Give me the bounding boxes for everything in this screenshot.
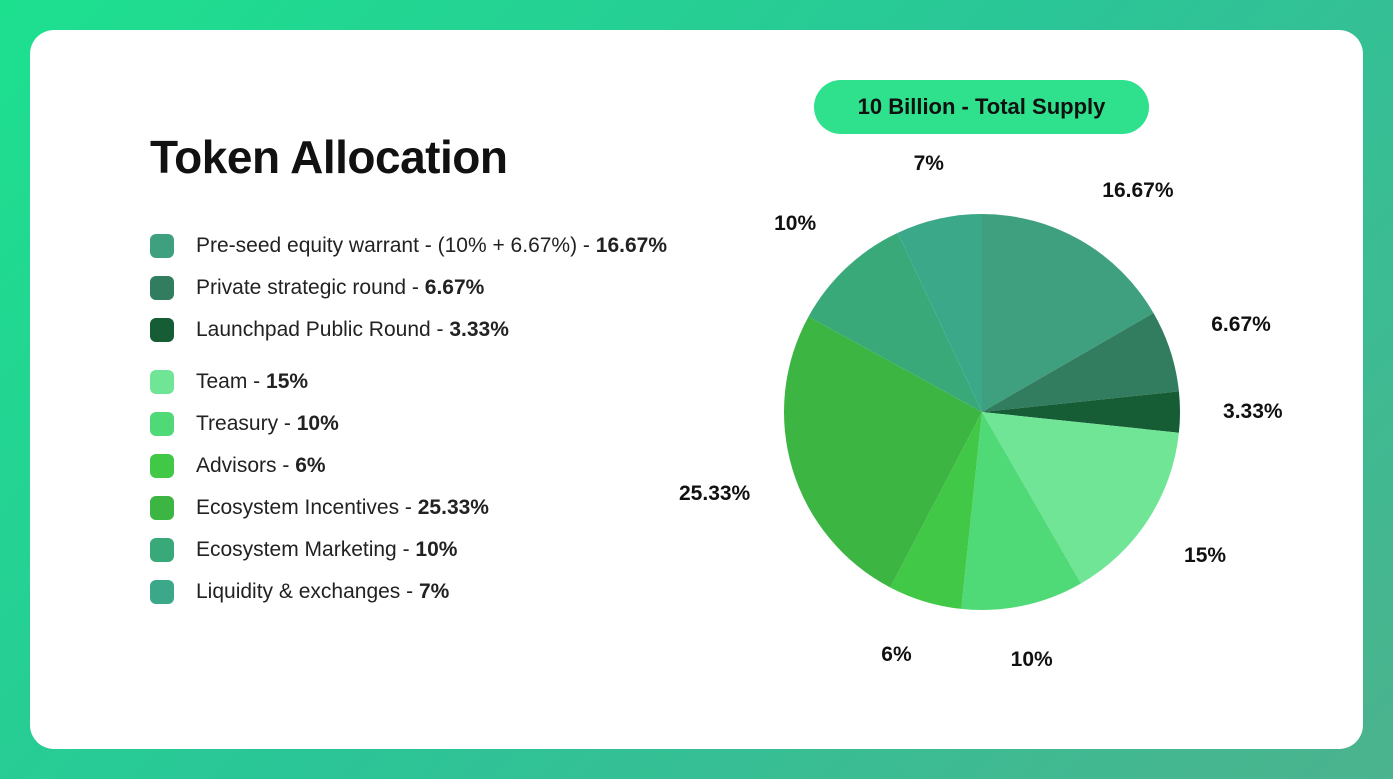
legend-percent: 6.67% (425, 276, 485, 299)
legend-label: Advisors - 6% (196, 454, 326, 478)
legend-swatch (150, 370, 174, 394)
legend-swatch (150, 454, 174, 478)
legend-item: Advisors - 6% (150, 454, 670, 478)
legend-swatch (150, 538, 174, 562)
legend-text: Pre-seed equity warrant - (10% + 6.67%) … (196, 234, 596, 257)
legend-label: Liquidity & exchanges - 7% (196, 580, 449, 604)
legend-label: Private strategic round - 6.67% (196, 276, 484, 300)
legend-group: Team - 15%Treasury - 10%Advisors - 6%Eco… (150, 370, 670, 604)
legend-label: Ecosystem Incentives - 25.33% (196, 496, 489, 520)
legend-item: Treasury - 10% (150, 412, 670, 436)
legend-percent: 10% (415, 538, 457, 561)
legend-percent: 3.33% (449, 318, 509, 341)
legend-swatch (150, 580, 174, 604)
card: Token Allocation Pre-seed equity warrant… (30, 30, 1363, 749)
legend-percent: 15% (266, 370, 308, 393)
legend-label: Team - 15% (196, 370, 308, 394)
total-supply-badge: 10 Billion - Total Supply (814, 80, 1150, 134)
pie-chart: 16.67%6.67%3.33%15%10%6%25.33%10%7% (722, 172, 1242, 652)
legend-item: Ecosystem Marketing - 10% (150, 538, 670, 562)
legend-percent: 10% (297, 412, 339, 435)
legend-swatch (150, 496, 174, 520)
legend-text: Treasury - (196, 412, 297, 435)
legend-item: Liquidity & exchanges - 7% (150, 580, 670, 604)
legend-item: Ecosystem Incentives - 25.33% (150, 496, 670, 520)
legend-swatch (150, 318, 174, 342)
legend-item: Private strategic round - 6.67% (150, 276, 670, 300)
legend-text: Private strategic round - (196, 276, 425, 299)
legend-label: Pre-seed equity warrant - (10% + 6.67%) … (196, 234, 667, 258)
legend-swatch (150, 412, 174, 436)
legend-percent: 6% (295, 454, 325, 477)
legend-label: Launchpad Public Round - 3.33% (196, 318, 509, 342)
legend-item: Launchpad Public Round - 3.33% (150, 318, 670, 342)
legend-label: Ecosystem Marketing - 10% (196, 538, 457, 562)
legend-text: Liquidity & exchanges - (196, 580, 419, 603)
legend-text: Ecosystem Incentives - (196, 496, 418, 519)
legend-percent: 7% (419, 580, 449, 603)
legend-percent: 16.67% (596, 234, 667, 257)
legend-text: Team - (196, 370, 266, 393)
legend-item: Team - 15% (150, 370, 670, 394)
legend-group: Pre-seed equity warrant - (10% + 6.67%) … (150, 234, 670, 342)
legend-swatch (150, 234, 174, 258)
legend-text: Launchpad Public Round - (196, 318, 449, 341)
left-column: Token Allocation Pre-seed equity warrant… (150, 90, 670, 699)
legend-swatch (150, 276, 174, 300)
page-title: Token Allocation (150, 130, 670, 184)
legend-item: Pre-seed equity warrant - (10% + 6.67%) … (150, 234, 670, 258)
legend-percent: 25.33% (418, 496, 489, 519)
legend-text: Advisors - (196, 454, 295, 477)
legend: Pre-seed equity warrant - (10% + 6.67%) … (150, 234, 670, 632)
right-column: 10 Billion - Total Supply 16.67%6.67%3.3… (670, 90, 1293, 699)
legend-label: Treasury - 10% (196, 412, 339, 436)
legend-text: Ecosystem Marketing - (196, 538, 415, 561)
